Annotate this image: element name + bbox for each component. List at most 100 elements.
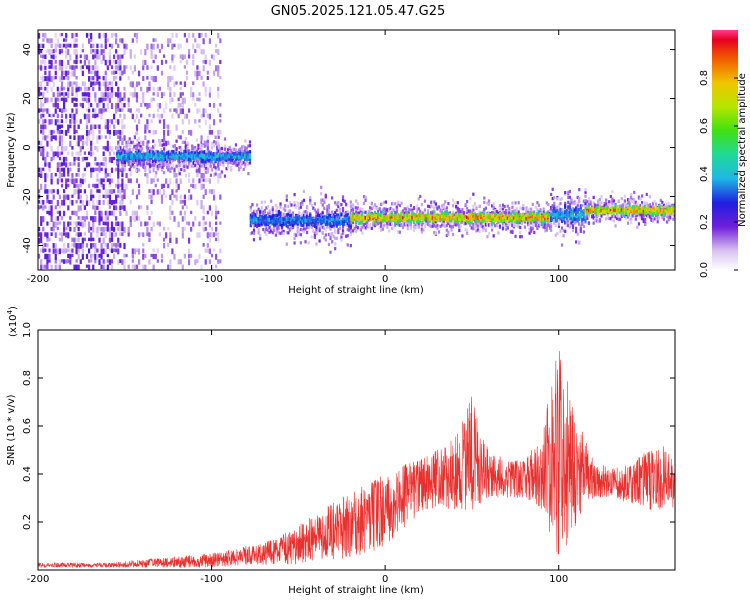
spectrogram-cell (44, 59, 47, 66)
spectrogram-cell (350, 205, 353, 209)
spectrogram-cell (307, 217, 310, 221)
spectrogram-cell (305, 211, 309, 215)
spectrogram-cell (204, 259, 207, 265)
spectrogram-cell (48, 162, 51, 168)
spectrogram-cell (373, 223, 377, 228)
spectrogram-cell (209, 164, 213, 168)
spectrogram-cell (285, 220, 288, 224)
spectrogram-cell (367, 214, 370, 218)
spectrogram-cell (44, 205, 47, 209)
spectrogram-cell (122, 148, 125, 152)
spectrogram-cell (437, 213, 441, 218)
spectrogram-cell (83, 189, 87, 194)
spectrogram-cell (121, 189, 124, 193)
spectrogram-cell (436, 223, 439, 228)
spectrogram-cell (117, 86, 120, 92)
spectrogram-cell (137, 145, 141, 149)
spectrogram-cell (380, 210, 383, 214)
spectrogram-cell (108, 232, 112, 238)
spectrogram-cell (263, 200, 267, 204)
spectrogram-cell (150, 210, 153, 215)
spectrogram-cell (88, 270, 90, 274)
spectrogram-cell (56, 119, 59, 123)
spectrogram-cell (119, 183, 122, 188)
spectrogram-cell (40, 76, 43, 81)
spectrogram-cell (73, 264, 76, 270)
spectrogram-cell (274, 220, 277, 224)
spectrogram-cell (60, 146, 64, 151)
spectrogram-cell (330, 210, 334, 214)
spectrogram-cell (108, 92, 112, 99)
spectrogram-cell (38, 49, 41, 55)
spectrogram-cell (73, 65, 76, 71)
spectrogram-cell (228, 155, 231, 159)
spectrogram-cell (146, 210, 149, 216)
spectrogram-cell (187, 32, 191, 39)
spectrogram-cell (131, 147, 134, 152)
spectrogram-cell (217, 237, 220, 242)
spectrogram-cell (96, 248, 99, 253)
spectrogram-cell (307, 225, 310, 230)
spectrogram-cell (115, 221, 118, 227)
spectrogram-cell (90, 216, 93, 221)
spectrogram-cell (60, 237, 64, 242)
spectrogram-cell (123, 150, 127, 155)
spectrogram-cell (94, 113, 97, 119)
spectrogram-cell (217, 49, 220, 56)
spectrogram-cell (406, 211, 409, 215)
spectrogram-cell (54, 119, 57, 126)
spectrogram-cell (458, 228, 461, 233)
spectrogram-cell (194, 70, 197, 77)
spectrogram-cell (46, 237, 49, 242)
spectrogram-cell (350, 208, 353, 212)
spectrogram-cell (133, 160, 136, 164)
spectrogram-cell (73, 156, 76, 162)
spectrogram-cell (85, 135, 89, 141)
spectrogram-cell (194, 183, 197, 190)
spectrogram-cell (133, 165, 136, 169)
spectrogram-cell (384, 215, 387, 219)
spectrogram-cell (83, 113, 87, 120)
spectrogram-cell (290, 203, 293, 207)
spectrogram-cell (38, 81, 41, 86)
spectrogram-cell (326, 210, 329, 214)
spectrogram-cell (212, 144, 216, 148)
spectrogram-cell (135, 216, 139, 221)
spectrogram-cell (444, 207, 447, 212)
spectrogram-cell (249, 213, 252, 217)
spectrogram-cell (447, 221, 450, 226)
spectrogram-cell (437, 230, 441, 234)
spectrogram-cell (65, 270, 67, 275)
spectrogram-cell (266, 225, 270, 229)
spectrogram-cell (94, 124, 97, 130)
spectrogram-cell (356, 226, 359, 230)
spectrogram-cell (48, 210, 51, 216)
spectrogram-cell (206, 243, 209, 248)
spectrogram-cell (394, 215, 397, 219)
spectrogram-cell (437, 218, 441, 223)
spectrogram-cell (456, 201, 459, 205)
spectrogram-cell (81, 173, 84, 180)
spectrogram-cell (395, 212, 398, 216)
spectrogram-cell (73, 162, 76, 166)
spectrogram-cell (108, 81, 112, 86)
spectrogram-cell (154, 38, 157, 42)
spectrogram-cell (412, 220, 416, 224)
spectrogram-cell (102, 108, 105, 113)
spectrogram-cell (117, 43, 120, 49)
spectrogram-cell (191, 155, 194, 160)
spectrogram-cell (52, 243, 55, 249)
spectrogram-cell (62, 189, 66, 194)
spectrogram-cell (423, 224, 427, 229)
spectrogram-cell (94, 253, 97, 260)
spectrogram-cell (361, 231, 364, 235)
spectrogram-cell (56, 146, 59, 151)
spectrogram-cell (210, 210, 214, 216)
spectrogram-cell (329, 222, 332, 226)
spectrogram-cell (348, 228, 351, 232)
spectrogram-cell (71, 92, 74, 97)
spectrogram-cell (127, 155, 130, 159)
spectrogram-cell (277, 210, 281, 214)
spectrogram-cell (202, 81, 205, 87)
spectrogram-cell (169, 150, 172, 154)
